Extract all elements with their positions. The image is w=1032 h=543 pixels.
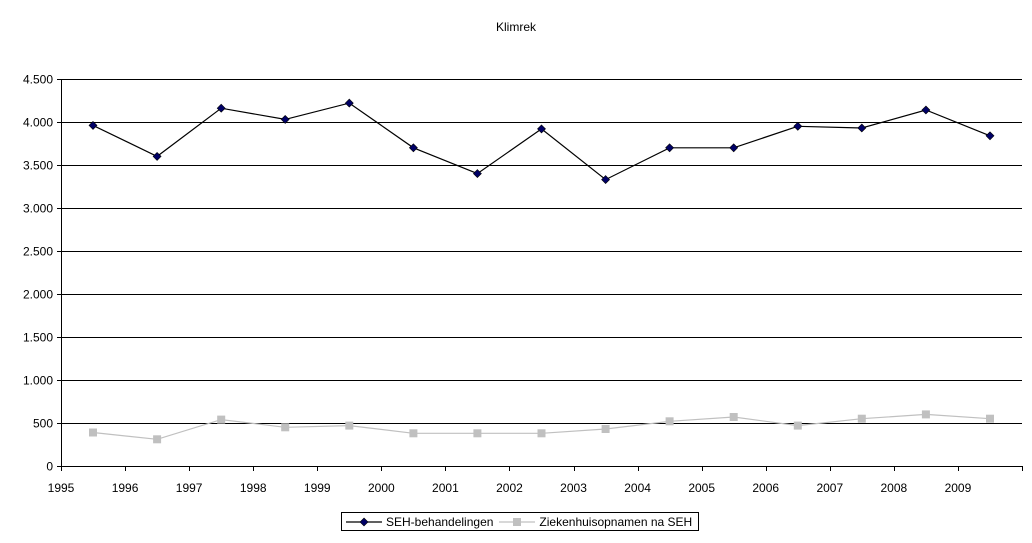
x-tick-label: 2007	[816, 481, 843, 495]
data-point-diamond	[665, 143, 675, 153]
y-tick-label: 2.000	[23, 288, 53, 302]
data-point-diamond	[280, 114, 290, 124]
legend-entry-seh: SEH-behandelingen	[346, 515, 493, 529]
data-point-square	[729, 413, 738, 421]
x-tick-label: 2002	[496, 481, 523, 495]
data-point-diamond	[472, 169, 482, 179]
data-point-diamond	[537, 124, 546, 134]
legend-label-ziekenhuis: Ziekenhuisopnamen na SEH	[539, 514, 693, 529]
data-point-square	[921, 410, 930, 419]
x-tick-label: 2004	[624, 481, 651, 495]
data-point-diamond	[152, 151, 162, 161]
y-tick-label: 2.500	[23, 245, 53, 259]
data-point-square	[793, 421, 802, 430]
legend-swatch-seh	[346, 517, 382, 526]
legend: SEH-behandelingen Ziekenhuisopnamen na S…	[341, 512, 700, 531]
x-tick-label: 1999	[304, 481, 331, 495]
data-point-diamond	[729, 143, 739, 153]
x-tick-label: 2006	[752, 481, 779, 495]
y-tick-label: 1.500	[23, 331, 53, 345]
data-point-square	[89, 428, 97, 437]
data-point-diamond	[921, 105, 931, 115]
legend-swatch-ziekenhuis	[499, 517, 536, 526]
x-tick-label: 1997	[176, 481, 203, 495]
legend-label-seh: SEH-behandelingen	[386, 514, 494, 529]
x-tick-label: 2000	[368, 481, 395, 495]
data-point-square	[857, 414, 866, 423]
chart-title: Klimrek	[495, 20, 536, 34]
data-point-square	[473, 429, 482, 438]
x-tick-label: 1998	[240, 481, 267, 495]
legend-entry-ziekenhuis: Ziekenhuisopnamen na SEH	[499, 515, 692, 529]
data-point-diamond	[216, 103, 226, 113]
data-point-square	[537, 429, 546, 438]
data-point-square	[345, 421, 354, 430]
x-tick-label: 2003	[560, 481, 587, 495]
data-point-diamond	[88, 120, 98, 130]
y-tick-label: 1.000	[23, 374, 53, 388]
data-point-diamond	[857, 123, 867, 133]
y-tick-label: 4.000	[23, 116, 53, 130]
y-tick-label: 3.500	[23, 159, 53, 173]
y-tick-label: 4.500	[23, 73, 53, 87]
data-point-square	[281, 423, 290, 432]
y-tick-label: 500	[33, 417, 53, 431]
data-point-square	[153, 435, 162, 444]
x-tick-label: 2005	[688, 481, 715, 495]
y-tick-label: 0	[46, 460, 53, 474]
data-point-square	[665, 417, 674, 426]
data-point-square	[217, 415, 226, 424]
data-point-diamond	[408, 143, 418, 153]
data-point-square	[986, 414, 994, 423]
y-tick-label: 3.000	[23, 202, 53, 216]
x-tick-label: 2008	[881, 481, 908, 495]
data-point-diamond	[601, 175, 611, 185]
data-point-square	[409, 429, 418, 438]
data-point-square	[601, 425, 610, 433]
data-point-diamond	[793, 121, 803, 131]
x-tick-label: 1996	[112, 481, 139, 495]
series-line-1	[92, 102, 991, 181]
x-tick-label: 2009	[945, 481, 972, 495]
x-tick-label: 1995	[48, 481, 75, 495]
data-point-diamond	[985, 131, 995, 141]
x-tick-label: 2001	[432, 481, 459, 495]
data-point-diamond	[344, 98, 354, 108]
